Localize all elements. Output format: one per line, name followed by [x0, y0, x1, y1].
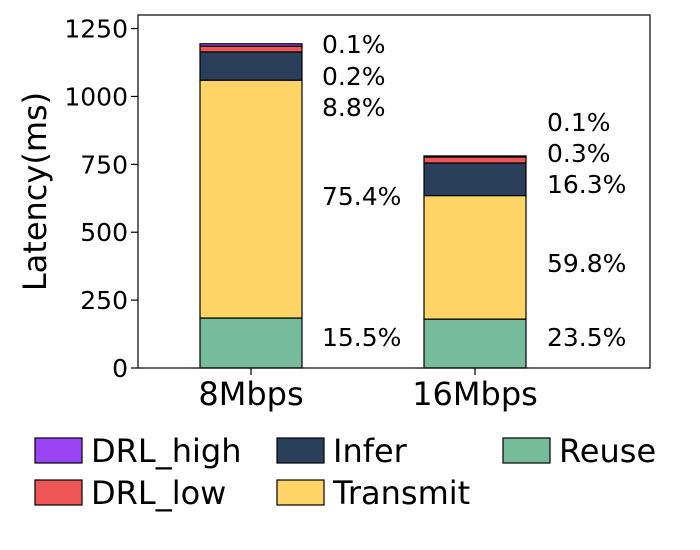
legend-item-drl-high: DRL_high [34, 432, 241, 470]
legend-swatch [34, 437, 83, 464]
legend-item-reuse: Reuse [502, 432, 656, 470]
bar-segment-reuse [423, 318, 527, 369]
percent-label: 59.8% [547, 249, 626, 278]
bar-segment-reuse [199, 317, 303, 369]
y-tick-label: 1000 [64, 82, 128, 111]
y-axis: 0 250 500 750 1000 1250 8Mbps 16Mbps [64, 15, 537, 413]
bar-segment-drl-low [423, 156, 527, 164]
plot-area: 15.5% 75.4% 8.8%0.2% 0.1% 23.5% 59.8% 16.3%0.3… [199, 30, 626, 369]
legend-label: DRL_low [91, 474, 226, 512]
x-tick-label: 8Mbps [198, 375, 303, 413]
y-tick-label: 1250 [64, 15, 128, 44]
y-tick-label: 250 [80, 286, 128, 315]
bar-segment-infer [423, 162, 527, 197]
y-tick-label: 500 [80, 218, 128, 247]
bar-segment-drl-low [199, 45, 303, 53]
y-tick-label: 0 [112, 354, 128, 383]
x-tick-label: 16Mbps [412, 375, 538, 413]
bar-segment-transmit [423, 194, 527, 320]
y-tick-label: 750 [80, 150, 128, 179]
percent-label: 16.3% [547, 170, 626, 199]
percent-label: 15.5% [322, 323, 401, 352]
bar-segment-drl-high [423, 155, 527, 158]
legend-label: Infer [333, 432, 408, 470]
percent-label: 0.2% [322, 62, 386, 91]
bar-segment-infer [199, 51, 303, 81]
percent-label: 0.1% [547, 108, 611, 137]
bar-segment-transmit [199, 79, 303, 319]
legend-label: Transmit [332, 474, 470, 512]
percent-label: 23.5% [547, 323, 626, 352]
percent-label: 0.1% [322, 30, 386, 59]
legend-item-infer: Infer [276, 432, 408, 470]
plot-frame [137, 14, 651, 369]
y-axis-title: Latency(ms) [16, 92, 54, 291]
legend-swatch [276, 479, 325, 506]
percent-label: 0.3% [547, 139, 611, 168]
legend-label: Reuse [559, 432, 656, 470]
legend-item-transmit: Transmit [276, 474, 470, 512]
legend-swatch [34, 479, 83, 506]
legend-label: DRL_high [91, 432, 241, 470]
percent-label: 75.4% [322, 182, 401, 211]
legend-swatch [276, 437, 325, 464]
legend-item-drl-low: DRL_low [34, 474, 226, 512]
legend-swatch [502, 437, 551, 464]
legend: DRL_high DRL_low Infer Transmit Reuse [34, 432, 656, 512]
percent-label: 8.8% [322, 93, 386, 122]
bar-segment-drl-high [199, 43, 303, 47]
